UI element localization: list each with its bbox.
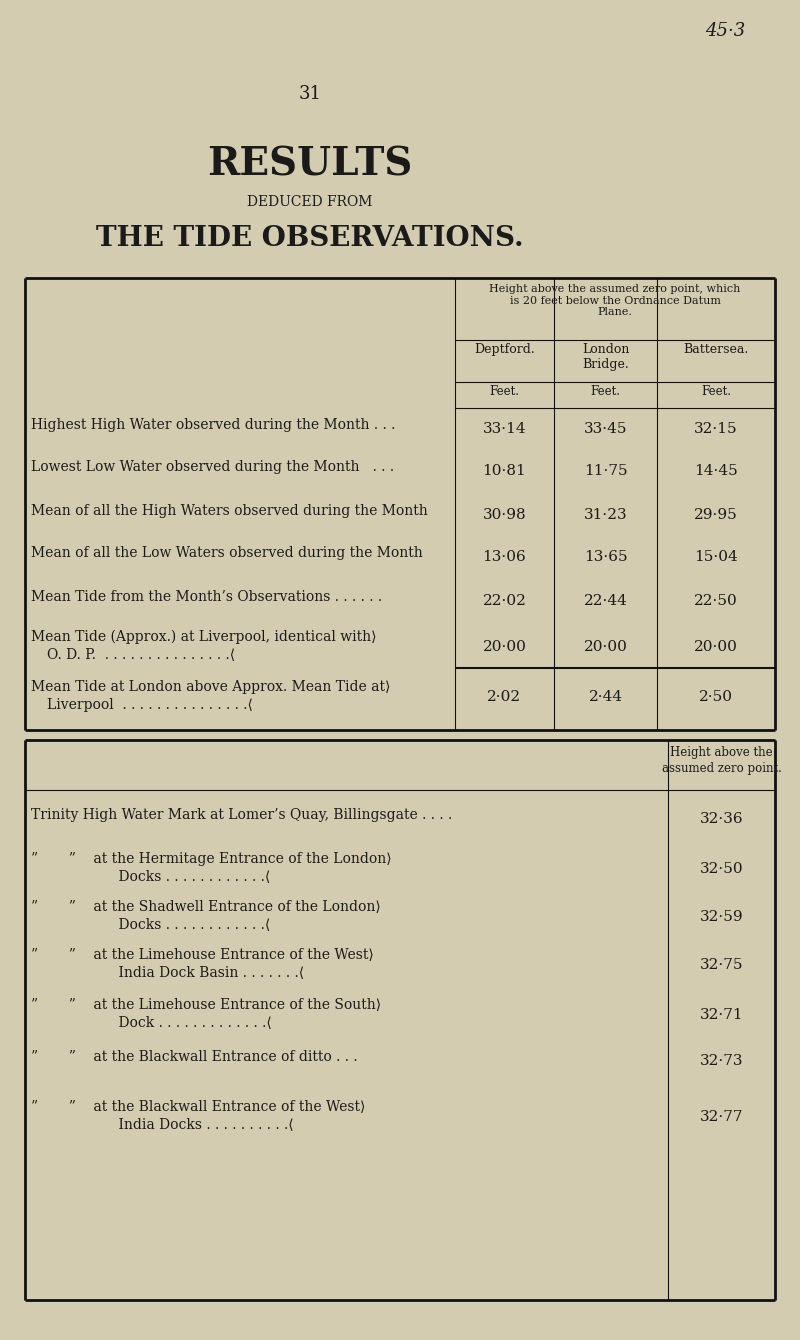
Text: 14·45: 14·45 <box>694 464 738 478</box>
Text: Docks . . . . . . . . . . . .⟨: Docks . . . . . . . . . . . .⟨ <box>31 918 270 933</box>
Text: India Dock Basin . . . . . . .⟨: India Dock Basin . . . . . . .⟨ <box>31 966 304 980</box>
Text: 22·50: 22·50 <box>694 594 738 608</box>
Text: Dock . . . . . . . . . . . . .⟨: Dock . . . . . . . . . . . . .⟨ <box>31 1016 272 1030</box>
Text: DEDUCED FROM: DEDUCED FROM <box>247 196 373 209</box>
Text: ”       ”    at the Hermitage Entrance of the London⟩: ” ” at the Hermitage Entrance of the Lon… <box>31 852 392 866</box>
Text: 31·23: 31·23 <box>584 508 627 523</box>
Text: ”       ”    at the Blackwall Entrance of the West⟩: ” ” at the Blackwall Entrance of the Wes… <box>31 1100 366 1114</box>
Text: ”       ”    at the Shadwell Entrance of the London⟩: ” ” at the Shadwell Entrance of the Lond… <box>31 900 381 914</box>
Text: 22·44: 22·44 <box>583 594 627 608</box>
Text: Feet.: Feet. <box>490 385 519 398</box>
Text: 22·02: 22·02 <box>482 594 526 608</box>
Text: ”       ”    at the Limehouse Entrance of the West⟩: ” ” at the Limehouse Entrance of the Wes… <box>31 947 374 962</box>
Text: Mean of all the High Waters observed during the Month: Mean of all the High Waters observed dur… <box>31 504 428 519</box>
Text: Mean Tide at London above Approx. Mean Tide at⟩: Mean Tide at London above Approx. Mean T… <box>31 679 390 694</box>
Text: 20·00: 20·00 <box>694 641 738 654</box>
Text: RESULTS: RESULTS <box>207 145 413 184</box>
Text: 45·3: 45·3 <box>705 21 745 40</box>
Text: Feet.: Feet. <box>701 385 731 398</box>
Text: 10·81: 10·81 <box>482 464 526 478</box>
Text: 32·15: 32·15 <box>694 422 738 436</box>
Text: 32·36: 32·36 <box>700 812 743 825</box>
Text: 13·06: 13·06 <box>482 549 526 564</box>
Text: London
Bridge.: London Bridge. <box>582 343 629 371</box>
Text: 15·04: 15·04 <box>694 549 738 564</box>
Text: ”       ”    at the Blackwall Entrance of ditto . . .: ” ” at the Blackwall Entrance of ditto .… <box>31 1051 358 1064</box>
Text: ”       ”    at the Limehouse Entrance of the South⟩: ” ” at the Limehouse Entrance of the Sou… <box>31 998 381 1012</box>
Text: 32·77: 32·77 <box>700 1110 743 1124</box>
Text: O. D. P.  . . . . . . . . . . . . . . .⟨: O. D. P. . . . . . . . . . . . . . . .⟨ <box>47 649 235 662</box>
Text: 13·65: 13·65 <box>584 549 627 564</box>
Text: Mean Tide from the Month’s Observations . . . . . .: Mean Tide from the Month’s Observations … <box>31 590 382 604</box>
Text: Height above the: Height above the <box>670 746 773 758</box>
Text: 20·00: 20·00 <box>482 641 526 654</box>
Text: 20·00: 20·00 <box>583 641 627 654</box>
Text: Mean Tide (Approx.) at Liverpool, identical with⟩: Mean Tide (Approx.) at Liverpool, identi… <box>31 630 377 645</box>
Text: 2·44: 2·44 <box>589 690 622 704</box>
Text: Height above the assumed zero point, which
is 20 feet below the Ordnance Datum
P: Height above the assumed zero point, whi… <box>490 284 741 318</box>
Text: 2·50: 2·50 <box>699 690 733 704</box>
Text: 2·02: 2·02 <box>487 690 522 704</box>
Text: Docks . . . . . . . . . . . .⟨: Docks . . . . . . . . . . . .⟨ <box>31 870 270 884</box>
Text: 32·73: 32·73 <box>700 1055 743 1068</box>
Text: 30·98: 30·98 <box>482 508 526 523</box>
Text: assumed zero point.: assumed zero point. <box>662 762 782 775</box>
Text: 32·75: 32·75 <box>700 958 743 971</box>
Text: 33·14: 33·14 <box>482 422 526 436</box>
Text: 32·59: 32·59 <box>700 910 743 925</box>
Text: 31: 31 <box>298 84 322 103</box>
Text: Liverpool  . . . . . . . . . . . . . . .⟨: Liverpool . . . . . . . . . . . . . . .⟨ <box>47 698 253 712</box>
Text: Lowest Low Water observed during the Month   . . .: Lowest Low Water observed during the Mon… <box>31 460 394 474</box>
Text: 32·71: 32·71 <box>700 1008 743 1022</box>
Text: Feet.: Feet. <box>590 385 621 398</box>
Text: Battersea.: Battersea. <box>683 343 749 356</box>
Text: Deptford.: Deptford. <box>474 343 535 356</box>
Text: 33·45: 33·45 <box>584 422 627 436</box>
Text: 29·95: 29·95 <box>694 508 738 523</box>
Text: 32·50: 32·50 <box>700 862 743 876</box>
Text: 11·75: 11·75 <box>584 464 627 478</box>
Text: Trinity High Water Mark at Lomer’s Quay, Billingsgate . . . .: Trinity High Water Mark at Lomer’s Quay,… <box>31 808 452 821</box>
Text: THE TIDE OBSERVATIONS.: THE TIDE OBSERVATIONS. <box>96 225 524 252</box>
Text: Mean of all the Low Waters observed during the Month: Mean of all the Low Waters observed duri… <box>31 545 422 560</box>
Text: Highest High Water observed during the Month . . .: Highest High Water observed during the M… <box>31 418 395 431</box>
Text: India Docks . . . . . . . . . .⟨: India Docks . . . . . . . . . .⟨ <box>31 1118 294 1132</box>
